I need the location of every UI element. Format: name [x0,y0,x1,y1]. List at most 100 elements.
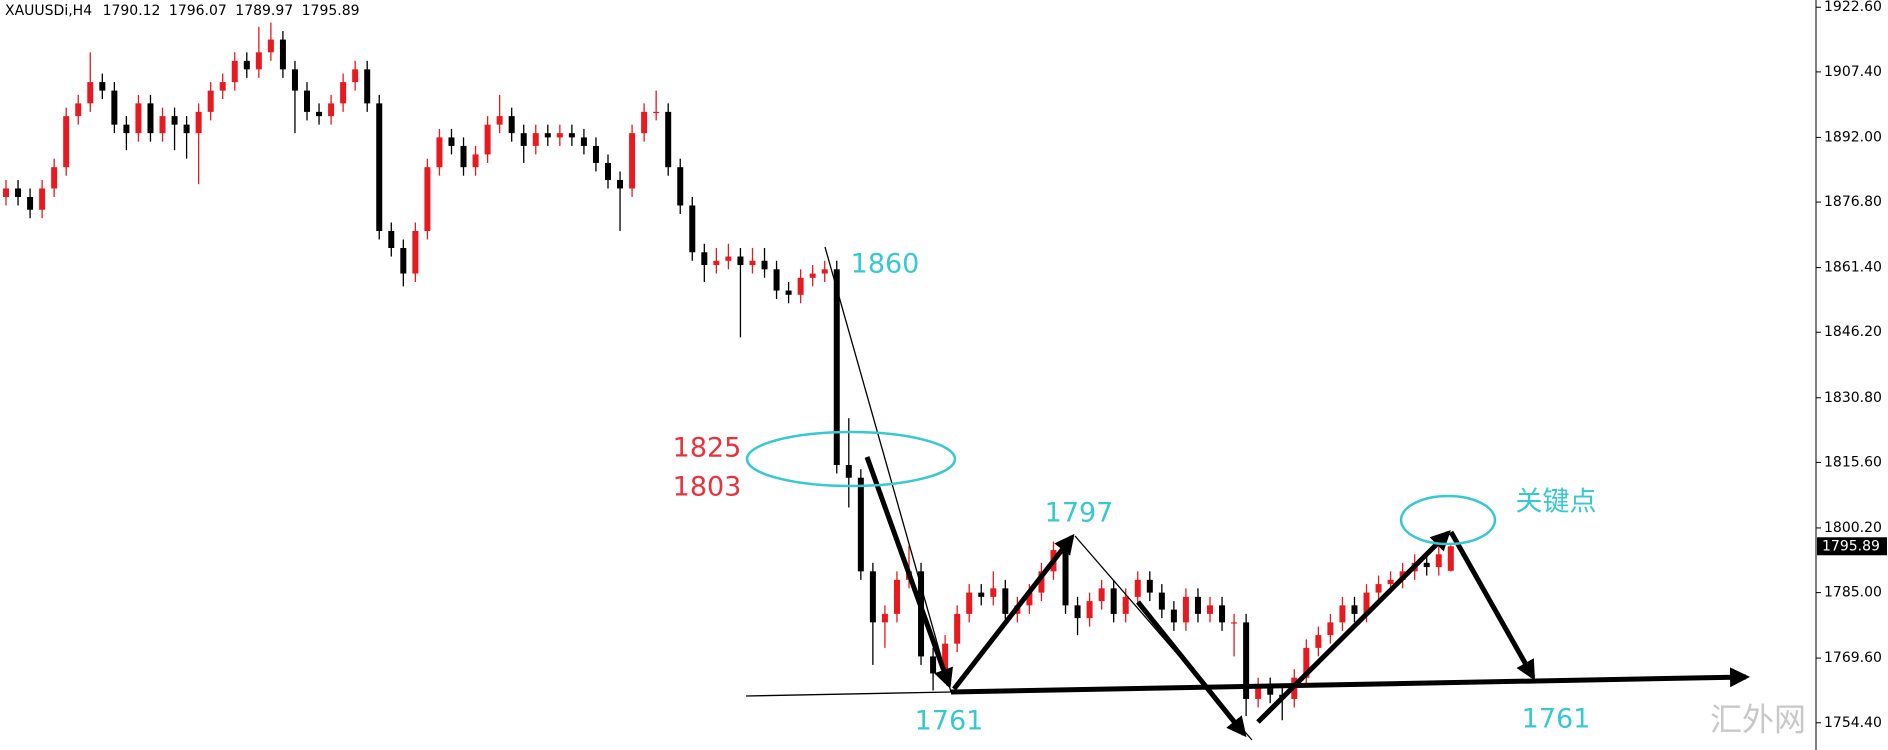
body [460,145,467,168]
body [725,256,732,261]
body [629,133,636,189]
body [1098,588,1105,602]
body [316,111,323,117]
annotation: 关键点 [1516,487,1597,518]
body [1170,609,1177,623]
y-tick-label: 1800.20 [1824,520,1882,536]
y-tick-label: 1907.40 [1824,64,1882,80]
body [665,111,672,168]
body [1351,605,1358,614]
y-tick-label: 1769.60 [1824,650,1882,666]
body [893,579,900,614]
body [1002,588,1009,614]
body [147,103,154,134]
body [99,82,106,91]
body [352,69,359,83]
y-tick-label: 1754.40 [1824,715,1882,731]
highlight-ellipse [745,430,957,488]
body [677,167,684,206]
body [1423,562,1430,568]
body [592,145,599,163]
annotation: 1797 [1045,498,1114,529]
last-close: 1795.89 [302,3,360,19]
body [1375,584,1382,593]
body [243,60,250,70]
body [231,60,238,83]
price-tag-bg [1817,537,1887,556]
arrow [952,533,1075,691]
body [954,613,961,644]
body [51,167,58,189]
trend-line [824,246,952,693]
body [135,103,142,134]
body [39,188,46,210]
body [857,477,864,572]
candles [3,22,1454,721]
annotation: 1860 [851,249,920,280]
body [1363,592,1370,614]
body [833,269,840,465]
last-low: 1789.97 [235,3,293,19]
body [1122,596,1129,614]
body [773,269,780,291]
arrow [864,456,953,689]
body [183,124,190,134]
arrow [1136,600,1247,738]
body [87,82,94,104]
body [304,90,310,112]
body [111,90,118,125]
body [484,124,491,155]
body [340,82,347,104]
header: XAUUSDi,H4 1790.12 1796.07 1789.97 1795.… [5,3,360,19]
body [159,116,166,134]
body [1194,596,1201,614]
body [376,103,383,231]
last-open: 1790.12 [103,3,161,19]
body [869,571,876,623]
body [1026,592,1033,606]
body [617,179,624,189]
body [1339,605,1346,623]
body [930,656,937,674]
body [27,196,34,210]
body [556,133,563,138]
body [605,162,611,180]
body [1327,622,1334,636]
annotation: 1761 [1522,704,1591,735]
body [881,613,888,623]
body [424,167,431,231]
body [75,103,82,117]
highlight-ellipse [1399,494,1497,546]
body [472,154,479,168]
body [1062,550,1069,606]
body [219,82,226,91]
overlay [745,246,1750,741]
price-tag: 1795.89 [1822,538,1880,554]
annotation: 1803 [673,472,742,503]
body [785,290,792,295]
body [689,205,696,253]
body [255,52,262,70]
body [1074,605,1081,619]
body [809,273,816,278]
last-high: 1796.07 [169,3,227,19]
body [1255,686,1262,699]
body [1182,596,1189,623]
body [388,230,395,249]
body [713,260,720,266]
annotation: 1761 [915,706,984,737]
y-tick-label: 1815.60 [1824,454,1882,470]
body [1387,579,1394,585]
body [171,116,178,125]
body [3,188,9,197]
body [496,116,503,125]
y-tick-label: 1892.00 [1824,129,1882,145]
body [845,464,852,478]
body [279,39,286,70]
body [1207,605,1213,614]
body [15,188,22,197]
body [1231,622,1238,624]
body [1219,605,1226,623]
body [990,588,997,597]
